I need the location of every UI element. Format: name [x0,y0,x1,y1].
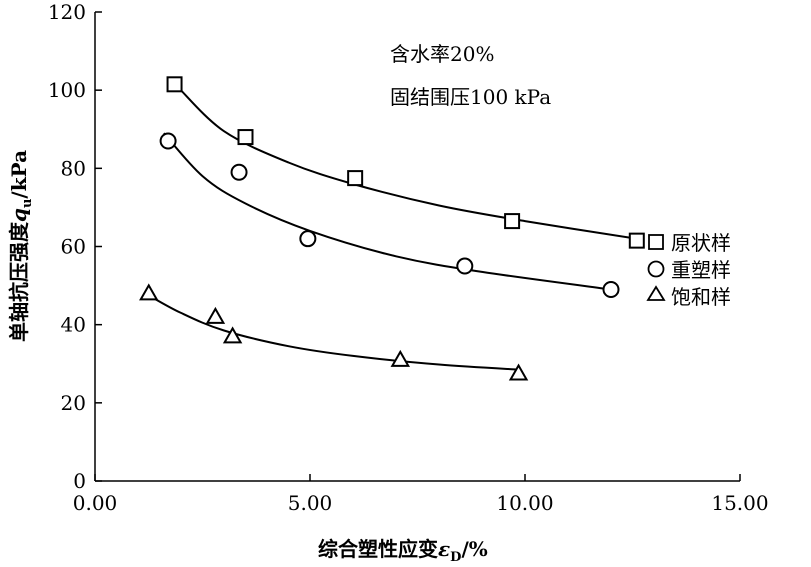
x-tick-label: 5.00 [288,491,333,515]
y-tick-label: 20 [61,391,86,415]
x-tick-label: 0.00 [73,491,118,515]
fit-curve-circle [163,132,612,291]
y-tick-label: 100 [48,78,86,102]
y-tick-label: 0 [73,469,86,493]
annotation-water-content: 含水率20% [390,42,494,66]
square-marker [347,170,364,187]
y-tick-label: 40 [61,313,86,337]
fit-curves [148,87,637,371]
y-tick-label: 60 [61,235,86,259]
x-tick-label: 10.00 [496,491,553,515]
y-axis-title: 单轴抗压强度qu/kPa [7,150,35,342]
legend-triangle-marker [646,285,666,301]
axis-ticks: 0 20 40 60 80 100 120 0.00 5.00 10.00 15.00 [48,0,769,515]
square-marker [166,76,183,93]
y-tick-label: 120 [48,0,86,24]
legend-label-saturated: 饱和样 [671,285,731,309]
circle-marker [299,230,317,248]
square-marker [504,213,521,230]
annotation-confining-pressure: 固结围压100 kPa [390,85,551,109]
circle-marker [602,280,620,298]
fit-curve-square [178,87,637,240]
triangle-marker [139,283,159,301]
triangle-marker [390,349,411,367]
square-marker [237,129,254,146]
triangle-marker [205,306,226,324]
x-axis-title: 综合塑性应变εD/% [318,537,488,565]
circle-marker [456,257,474,275]
triangle-marker [508,363,529,381]
fit-curve-triangle [148,294,519,371]
data-markers [139,76,645,381]
square-marker [628,232,645,249]
legend: 原状样 重塑样 饱和样 [646,231,731,309]
legend-label-remolded: 重塑样 [671,258,731,282]
legend-label-undisturbed: 原状样 [671,231,731,255]
legend-circle-marker [647,260,665,278]
circle-marker [159,132,177,150]
y-tick-label: 80 [61,156,86,180]
legend-square-marker [648,234,664,250]
triangle-marker [222,326,243,344]
circle-marker [230,163,248,181]
x-tick-label: 15.00 [711,491,768,515]
